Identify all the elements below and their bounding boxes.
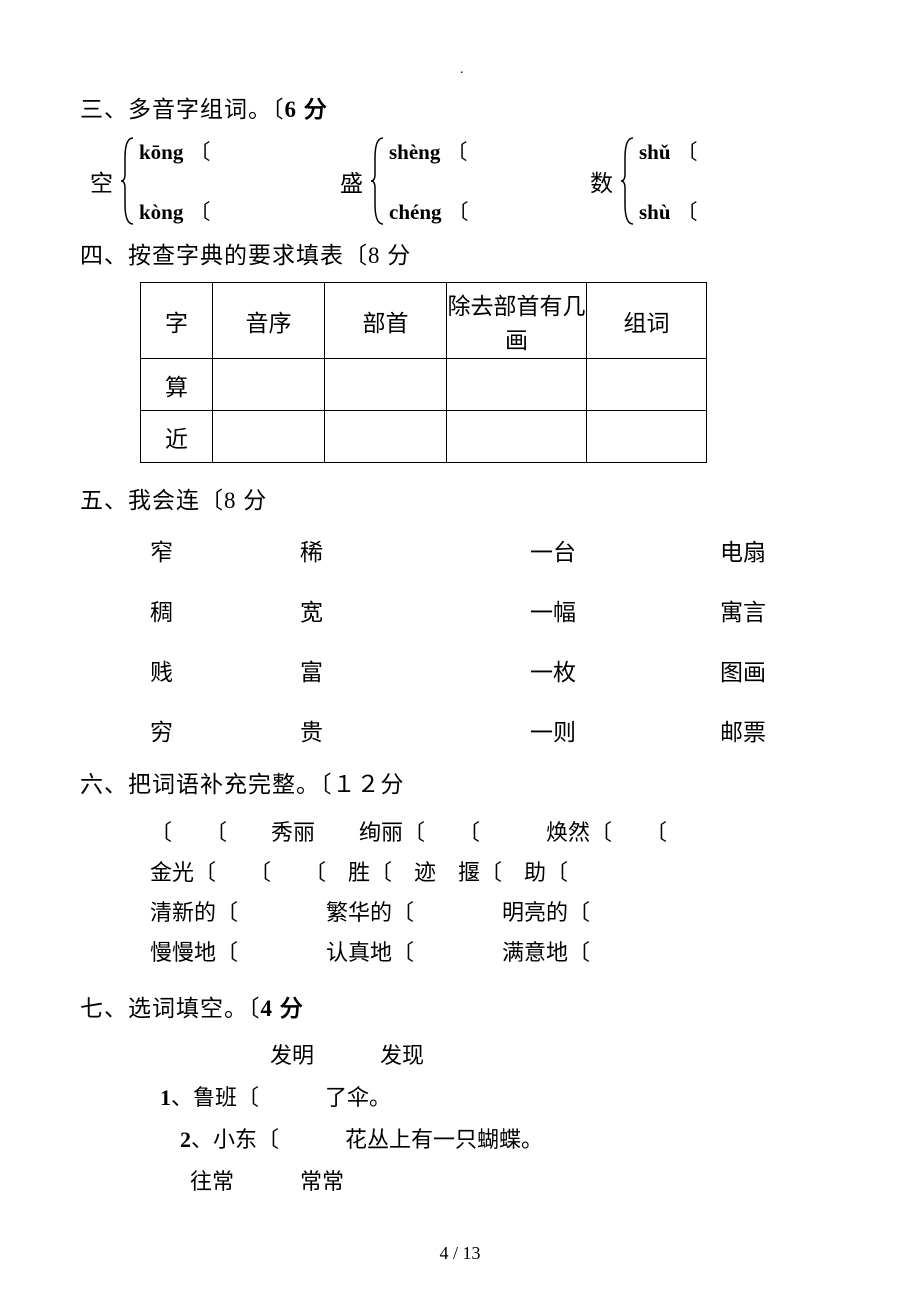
th: 字: [141, 283, 213, 359]
match-cell: 一幅: [530, 593, 720, 627]
paren: 〔: [446, 136, 467, 166]
question-1: 1、鲁班〔 了伞。: [160, 1077, 840, 1119]
fill-line: 清新的〔 繁华的〔 明亮的〔: [150, 893, 840, 933]
poly-readings-1: shèng〔 chéng〔: [389, 136, 469, 226]
match-cell: 一台: [530, 533, 720, 567]
pinyin: shù: [639, 200, 671, 225]
paren: 〔: [677, 196, 698, 226]
pinyin: shǔ: [639, 140, 671, 165]
match-cell: 贵: [300, 713, 530, 747]
word-pair: 往常 常常: [190, 1161, 840, 1203]
td: [213, 411, 325, 463]
table-header-row: 字 音序 部首 除去部首有几画 组词: [141, 283, 707, 359]
poly-reading: shǔ〔: [639, 136, 698, 166]
td: [325, 359, 447, 411]
td: [587, 411, 707, 463]
fill-line: 〔 〔 秀丽 绚丽〔 〔 焕然〔 〔: [150, 813, 840, 853]
page-dot: .: [460, 62, 464, 78]
fill-line: 金光〔 〔 〔 胜〔 迹 揠〔 助〔: [150, 853, 840, 893]
fill-block: 〔 〔 秀丽 绚丽〔 〔 焕然〔 〔 金光〔 〔 〔 胜〔 迹 揠〔 助〔 清新…: [150, 813, 840, 973]
td: [447, 359, 587, 411]
match-cell: 富: [300, 653, 530, 687]
section-7-title: 七、选词填空。〔4 分: [80, 989, 840, 1023]
match-cell: 宽: [300, 593, 530, 627]
poly-readings-0: kōng〔 kòng〔: [139, 136, 210, 226]
match-row: 稠 宽 一幅 寓言: [150, 593, 840, 627]
paren: 〔: [677, 136, 698, 166]
poly-char-1: 盛: [340, 164, 363, 198]
brace-icon: [621, 136, 635, 226]
th: 组词: [587, 283, 707, 359]
td-char: 算: [141, 359, 213, 411]
match-cell: 窄: [150, 533, 300, 567]
question-2: 2、小东〔 花丛上有一只蝴蝶。: [180, 1119, 840, 1161]
q-num: 2: [180, 1127, 191, 1152]
td: [447, 411, 587, 463]
paren: 〔: [189, 196, 210, 226]
section-4-title: 四、按查字典的要求填表〔8 分: [80, 236, 840, 270]
word-pair: 发明 发现: [270, 1035, 840, 1077]
s7-score: 4 分: [261, 996, 304, 1021]
match-cell: 图画: [720, 653, 820, 687]
match-row: 穷 贵 一则 邮票: [150, 713, 840, 747]
poly-char-2: 数: [590, 164, 613, 198]
polyphone-row: 空 kōng〔 kòng〔 盛 shèng〔 chéng〔 数 shǔ〔 shù…: [90, 136, 840, 226]
q-num: 1: [160, 1085, 171, 1110]
poly-char-0: 空: [90, 164, 113, 198]
section-6-title: 六、把词语补充完整。〔１２分: [80, 765, 840, 799]
match-cell: 稠: [150, 593, 300, 627]
section-3-title: 三、多音字组词。〔6 分: [80, 90, 840, 124]
paren: 〔: [448, 196, 469, 226]
th: 部首: [325, 283, 447, 359]
pinyin: kōng: [139, 140, 183, 165]
match-cell: 邮票: [720, 713, 820, 747]
td: [587, 359, 707, 411]
pinyin: chéng: [389, 200, 442, 225]
match-row: 窄 稀 一台 电扇: [150, 533, 840, 567]
match-row: 贱 富 一枚 图画: [150, 653, 840, 687]
match-cell: 电扇: [720, 533, 820, 567]
poly-reading: chéng〔: [389, 196, 469, 226]
brace-icon: [121, 136, 135, 226]
th: 音序: [213, 283, 325, 359]
brace-icon: [371, 136, 385, 226]
match-cell: 一枚: [530, 653, 720, 687]
table-row: 算: [141, 359, 707, 411]
matching-block: 窄 稀 一台 电扇 稠 宽 一幅 寓言 贱 富 一枚 图画 穷 贵 一则 邮票: [150, 533, 840, 747]
poly-reading: shèng〔: [389, 136, 469, 166]
match-cell: 贱: [150, 653, 300, 687]
poly-group-0: 空 kōng〔 kòng〔: [90, 136, 340, 226]
match-cell: 稀: [300, 533, 530, 567]
th: 除去部首有几画: [447, 283, 587, 359]
dictionary-table: 字 音序 部首 除去部首有几画 组词 算 近: [140, 282, 707, 463]
s3-score: 6 分: [285, 97, 328, 122]
pinyin: kòng: [139, 200, 183, 225]
td: [325, 411, 447, 463]
table-row: 近: [141, 411, 707, 463]
match-cell: 穷: [150, 713, 300, 747]
poly-group-1: 盛 shèng〔 chéng〔: [340, 136, 590, 226]
page-footer: 4 / 13: [0, 1243, 920, 1264]
fill-line: 慢慢地〔 认真地〔 满意地〔: [150, 933, 840, 973]
s3-prefix: 三、多音字组词。〔: [80, 97, 285, 122]
poly-reading: shù〔: [639, 196, 698, 226]
q-text: 、小东〔 花丛上有一只蝴蝶。: [191, 1127, 543, 1152]
poly-group-2: 数 shǔ〔 shù〔: [590, 136, 840, 226]
paren: 〔: [189, 136, 210, 166]
choose-block: 发明 发现 1、鲁班〔 了伞。 2、小东〔 花丛上有一只蝴蝶。 往常 常常: [80, 1035, 840, 1203]
poly-reading: kòng〔: [139, 196, 210, 226]
poly-reading: kōng〔: [139, 136, 210, 166]
section-5-title: 五、我会连〔8 分: [80, 481, 840, 515]
q-text: 、鲁班〔 了伞。: [171, 1085, 391, 1110]
poly-readings-2: shǔ〔 shù〔: [639, 136, 698, 226]
td-char: 近: [141, 411, 213, 463]
pinyin: shèng: [389, 140, 440, 165]
td: [213, 359, 325, 411]
match-cell: 一则: [530, 713, 720, 747]
s7-prefix: 七、选词填空。〔: [80, 996, 261, 1021]
match-cell: 寓言: [720, 593, 820, 627]
